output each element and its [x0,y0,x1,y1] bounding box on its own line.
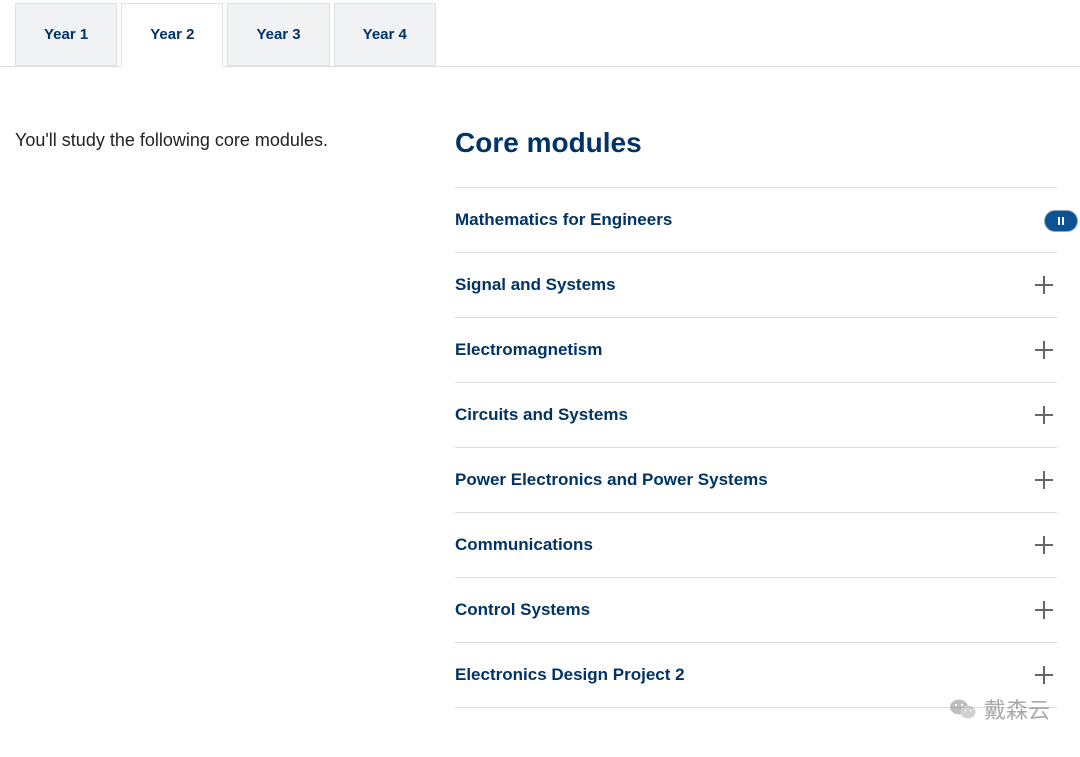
plus-icon [1035,341,1053,359]
year-tabs: Year 1Year 2Year 3Year 4 [0,0,1080,67]
watermark-text: 戴森云 [984,693,1050,725]
plus-icon [1035,276,1053,294]
module-title: Circuits and Systems [455,405,628,425]
module-title: Electromagnetism [455,340,602,360]
module-row[interactable]: Power Electronics and Power Systems [455,448,1057,513]
wechat-icon [950,698,976,720]
content-area: You'll study the following core modules.… [0,67,1080,708]
section-title: Core modules [455,127,1057,159]
module-list: Mathematics for Engineers Signal and Syst… [455,187,1057,708]
module-row[interactable]: Signal and Systems [455,253,1057,318]
tab-year-3[interactable]: Year 3 [227,3,329,66]
intro-column: You'll study the following core modules. [15,127,395,708]
module-title: Communications [455,535,593,555]
module-row[interactable]: Electromagnetism [455,318,1057,383]
module-row[interactable]: Mathematics for Engineers [455,188,1057,253]
module-title: Mathematics for Engineers [455,210,672,230]
plus-icon [1035,601,1053,619]
module-row[interactable]: Communications [455,513,1057,578]
plus-icon [1035,536,1053,554]
intro-text: You'll study the following core modules. [15,127,395,154]
tab-year-1[interactable]: Year 1 [15,3,117,66]
module-title: Signal and Systems [455,275,616,295]
module-row[interactable]: Circuits and Systems [455,383,1057,448]
plus-icon [1035,471,1053,489]
plus-icon [1035,406,1053,424]
module-title: Control Systems [455,600,590,620]
watermark: 戴森云 [950,693,1050,725]
modules-column: Core modules Mathematics for Engineers Si… [455,127,1065,708]
module-title: Electronics Design Project 2 [455,665,685,685]
tab-year-4[interactable]: Year 4 [334,3,436,66]
module-title: Power Electronics and Power Systems [455,470,768,490]
pause-badge[interactable] [1044,210,1078,232]
tab-year-2[interactable]: Year 2 [121,3,223,67]
plus-icon [1035,666,1053,684]
module-row[interactable]: Control Systems [455,578,1057,643]
